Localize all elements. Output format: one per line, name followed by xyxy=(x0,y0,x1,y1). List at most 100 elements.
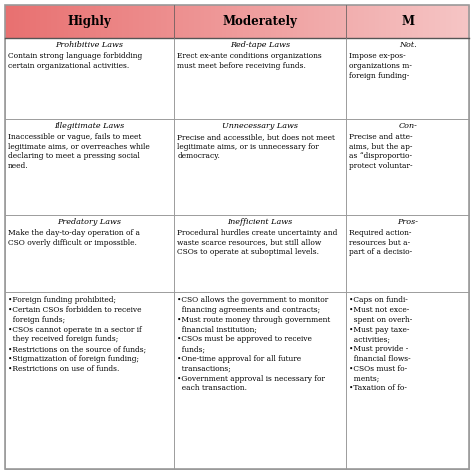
Bar xyxy=(249,5,251,38)
Bar xyxy=(313,5,315,38)
Bar xyxy=(262,5,264,38)
Bar xyxy=(401,5,403,38)
Bar xyxy=(350,5,352,38)
Bar xyxy=(70,5,72,38)
Bar xyxy=(430,5,433,38)
Bar xyxy=(59,5,61,38)
Bar xyxy=(294,5,296,38)
Bar xyxy=(423,5,425,38)
Bar xyxy=(418,5,420,38)
Bar xyxy=(166,5,168,38)
Bar xyxy=(105,5,108,38)
Bar xyxy=(381,5,383,38)
Bar xyxy=(231,5,233,38)
Bar xyxy=(283,5,285,38)
Bar xyxy=(137,5,138,38)
Bar xyxy=(314,5,317,38)
Bar xyxy=(238,5,241,38)
Bar xyxy=(195,5,197,38)
Bar xyxy=(45,5,47,38)
Bar xyxy=(438,5,440,38)
Bar xyxy=(447,5,450,38)
Bar xyxy=(293,5,295,38)
Text: Con-: Con- xyxy=(398,122,417,130)
Bar xyxy=(398,5,400,38)
Bar xyxy=(8,5,10,38)
Bar xyxy=(91,5,93,38)
Bar xyxy=(44,5,46,38)
Bar xyxy=(203,5,205,38)
Bar xyxy=(178,5,180,38)
Bar xyxy=(214,5,216,38)
Bar xyxy=(468,5,470,38)
Bar xyxy=(271,5,273,38)
Bar xyxy=(302,5,304,38)
Bar xyxy=(245,5,247,38)
Bar xyxy=(186,5,188,38)
Bar xyxy=(449,5,451,38)
Bar xyxy=(413,5,416,38)
Bar xyxy=(424,5,427,38)
Bar xyxy=(232,5,234,38)
Bar xyxy=(146,5,148,38)
Bar xyxy=(259,5,261,38)
Bar xyxy=(307,5,309,38)
Bar xyxy=(5,215,174,292)
Bar xyxy=(352,5,354,38)
Bar xyxy=(208,5,210,38)
Bar xyxy=(337,5,340,38)
Bar xyxy=(180,5,182,38)
Bar xyxy=(5,38,174,118)
Bar xyxy=(183,5,185,38)
Bar xyxy=(209,5,211,38)
Bar xyxy=(268,5,270,38)
Bar xyxy=(248,5,250,38)
Bar xyxy=(462,5,464,38)
Bar xyxy=(322,5,324,38)
Bar xyxy=(389,5,391,38)
Bar xyxy=(184,5,186,38)
Text: Inaccessible or vague, fails to meet
legitimate aims, or overreaches while
decla: Inaccessible or vague, fails to meet leg… xyxy=(8,133,149,170)
Bar xyxy=(53,5,55,38)
Bar xyxy=(143,5,145,38)
Bar xyxy=(124,5,126,38)
Bar xyxy=(121,5,123,38)
Text: Inefficient Laws: Inefficient Laws xyxy=(228,219,293,226)
Bar xyxy=(90,5,92,38)
Bar xyxy=(42,5,44,38)
Bar xyxy=(406,5,408,38)
Bar xyxy=(348,5,350,38)
Bar xyxy=(189,5,191,38)
Bar xyxy=(40,5,42,38)
Bar xyxy=(318,5,319,38)
Bar xyxy=(160,5,162,38)
Bar xyxy=(107,5,109,38)
Bar xyxy=(174,38,346,118)
Bar xyxy=(67,5,69,38)
Text: Erect ex-ante conditions organizations
must meet before receiving funds.: Erect ex-ante conditions organizations m… xyxy=(177,52,322,70)
Bar xyxy=(308,5,310,38)
Bar xyxy=(355,5,357,38)
Bar xyxy=(274,5,276,38)
Bar xyxy=(11,5,13,38)
Bar xyxy=(383,5,384,38)
Bar xyxy=(132,5,134,38)
Bar xyxy=(386,5,388,38)
Bar xyxy=(6,5,9,38)
Bar xyxy=(215,5,218,38)
Bar xyxy=(346,215,469,292)
Bar xyxy=(111,5,114,38)
Bar xyxy=(437,5,439,38)
Bar xyxy=(303,5,306,38)
Text: M: M xyxy=(401,15,414,27)
Bar xyxy=(156,5,158,38)
Bar xyxy=(443,5,445,38)
Bar xyxy=(415,5,417,38)
Text: •Foreign funding prohibited;
•Certain CSOs forbidden to receive
  foreign funds;: •Foreign funding prohibited; •Certain CS… xyxy=(8,296,146,373)
Bar xyxy=(264,5,265,38)
Bar xyxy=(297,5,300,38)
Bar xyxy=(118,5,120,38)
Bar xyxy=(296,5,298,38)
Bar xyxy=(187,5,190,38)
Bar xyxy=(242,5,244,38)
